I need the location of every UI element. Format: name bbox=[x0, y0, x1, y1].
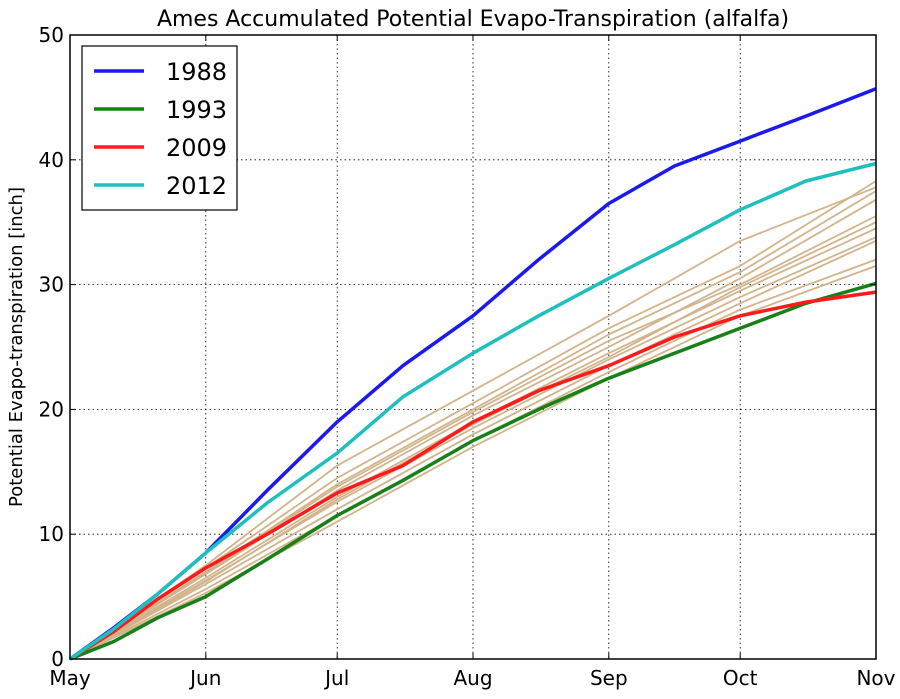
highlighted-series bbox=[68, 87, 877, 661]
background-series-line bbox=[69, 221, 877, 660]
y-tick-label: 20 bbox=[39, 397, 64, 421]
y-tick-label: 30 bbox=[39, 273, 64, 297]
y-axis-label: Potential Evapo-transpiration [inch] bbox=[6, 187, 27, 507]
x-tick-label: Nov bbox=[856, 666, 895, 690]
y-tick-label: 40 bbox=[39, 148, 64, 172]
legend: 1988 1993 2009 2012 bbox=[81, 45, 238, 211]
background-series-line bbox=[69, 236, 877, 660]
y-tick-label: 50 bbox=[39, 23, 64, 47]
x-tick-label: Jun bbox=[188, 666, 221, 690]
legend-box bbox=[81, 45, 238, 211]
background-series-line bbox=[69, 190, 877, 660]
x-tick-label: Oct bbox=[723, 666, 758, 690]
background-series-line bbox=[69, 265, 877, 660]
x-tick-label: Jul bbox=[323, 666, 349, 690]
background-series-line bbox=[69, 240, 877, 660]
series-line-2012 bbox=[69, 161, 877, 661]
background-series-line bbox=[69, 215, 877, 660]
y-tick-label: 0 bbox=[51, 647, 64, 671]
legend-label: 1988 bbox=[166, 58, 227, 86]
legend-label: 2012 bbox=[166, 172, 227, 200]
x-tick-label: May bbox=[49, 666, 91, 690]
series-line-2009 bbox=[69, 290, 877, 661]
background-series-line bbox=[69, 198, 877, 660]
y-tick-label: 10 bbox=[39, 522, 64, 546]
legend-label: 2009 bbox=[166, 134, 227, 162]
x-tick-label: Aug bbox=[453, 666, 492, 690]
legend-label: 1993 bbox=[166, 96, 227, 124]
x-tick-label: Sep bbox=[590, 666, 628, 690]
axis-ticks: 0 10 20 30 40 50 May Jun Jul Aug Sep Oct Nov bbox=[39, 23, 896, 690]
background-series-line bbox=[69, 186, 877, 660]
series-line-1993 bbox=[69, 281, 877, 661]
chart-title: Ames Accumulated Potential Evapo-Transpi… bbox=[157, 7, 789, 32]
